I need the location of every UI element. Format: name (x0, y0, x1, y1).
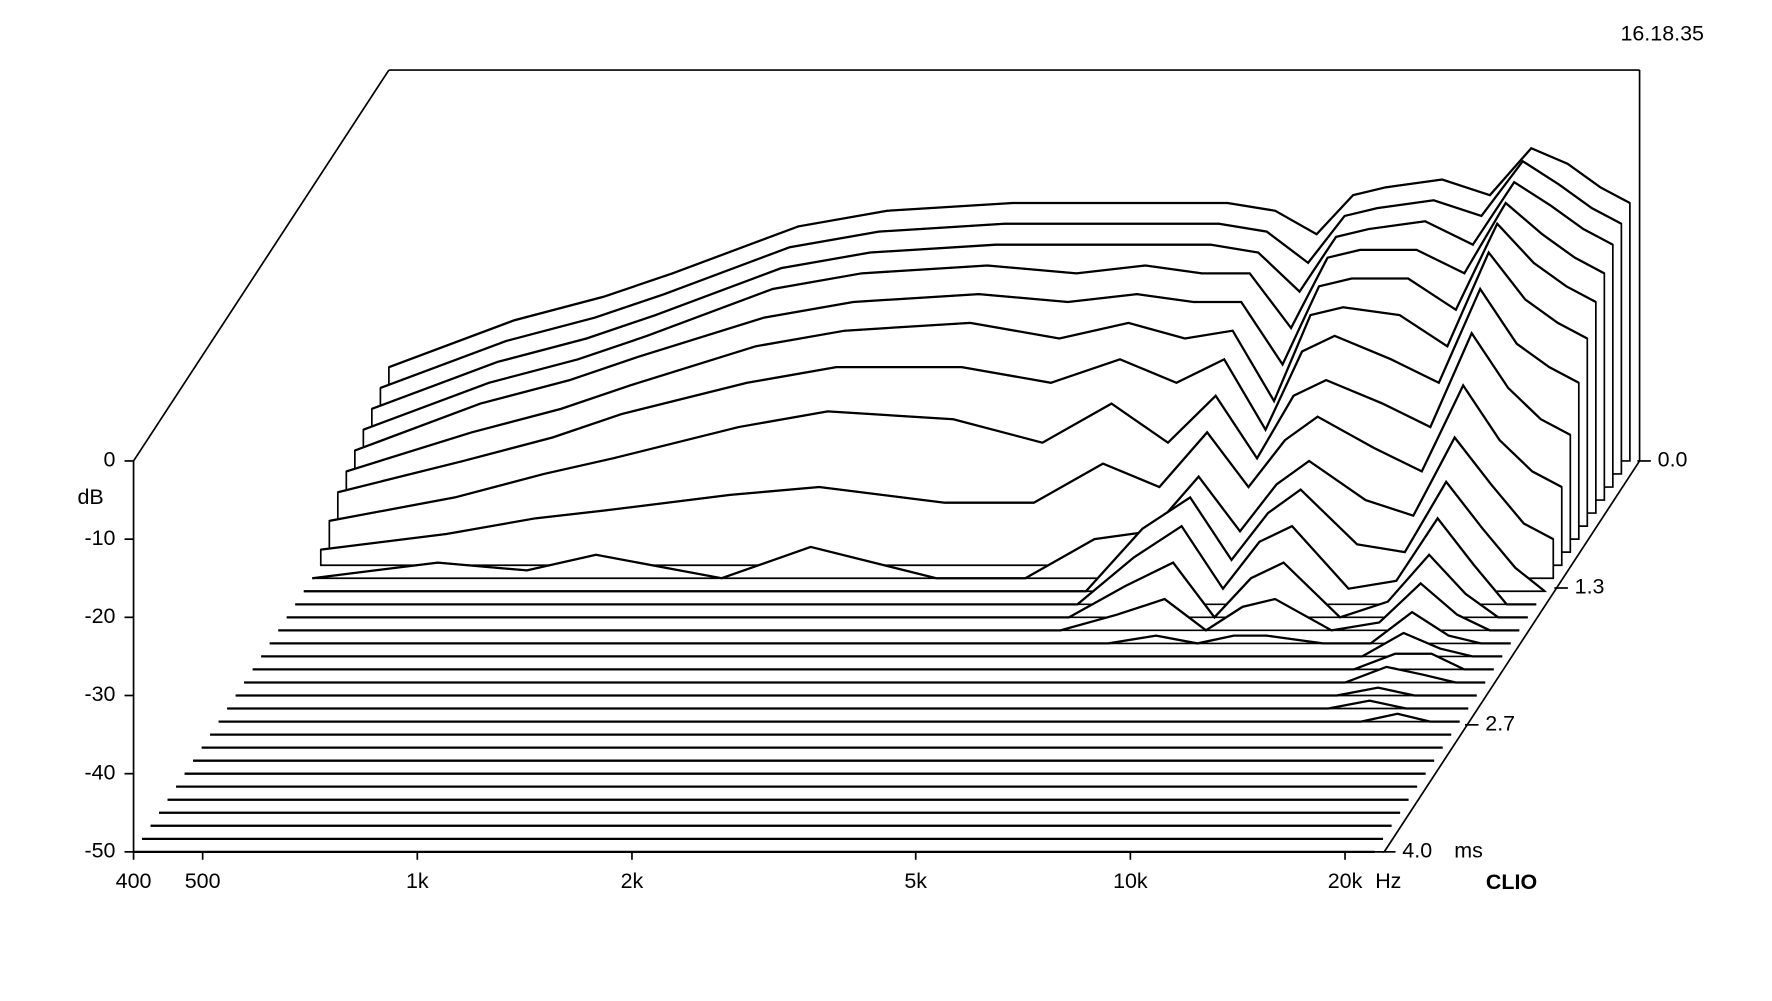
slice-line (380, 159, 1622, 390)
slice-line (371, 180, 1614, 410)
slice-line (320, 383, 1563, 551)
x-tick-label: 20k (1328, 869, 1363, 893)
slice-line (261, 631, 1503, 658)
frame-line (132, 69, 390, 462)
y-axis-label: dB (77, 485, 103, 509)
slice-line (227, 699, 1469, 710)
slice-line (337, 286, 1580, 494)
slice-line (388, 146, 1631, 369)
slice-line (269, 610, 1511, 645)
x-tick-label: 500 (185, 869, 221, 893)
y-tick-label: -20 (84, 604, 115, 628)
slice-line (235, 686, 1477, 697)
x-tick-label: 400 (116, 869, 152, 893)
x-tick-label: 2k (621, 869, 644, 893)
z-tick-label: 0.0 (1658, 448, 1688, 472)
y-tick-label: -40 (84, 760, 115, 784)
slice-line (295, 516, 1537, 606)
slice-line (312, 435, 1554, 580)
slice-line (252, 652, 1494, 671)
slice-line (244, 665, 1486, 684)
y-tick-label: -50 (84, 839, 115, 863)
y-tick-label: -30 (84, 682, 115, 706)
z-tick-label: 4.0 (1402, 839, 1432, 863)
brand: CLIO (1486, 870, 1537, 894)
timestamp: 16.18.35 (1620, 22, 1704, 46)
y-tick-label: -10 (84, 526, 115, 550)
slice-line (345, 250, 1588, 473)
x-tick-label: 10k (1113, 869, 1148, 893)
x-tick-label: 1k (406, 869, 429, 893)
slice-line (218, 712, 1460, 723)
y-tick-label: 0 (104, 448, 116, 472)
z-unit: ms (1454, 839, 1483, 863)
slice-line (303, 479, 1546, 593)
slice-line (354, 221, 1597, 452)
slices (133, 146, 1631, 853)
x-tick-label: 5k (904, 869, 927, 893)
z-tick-label: 1.3 (1575, 575, 1605, 599)
slice-line (329, 330, 1571, 522)
x-unit: Hz (1375, 869, 1401, 893)
slice-line (278, 581, 1520, 632)
frame-line (1383, 460, 1641, 853)
slice-line (362, 201, 1605, 431)
z-tick-label: 2.7 (1485, 711, 1515, 735)
slice-line (286, 553, 1528, 620)
